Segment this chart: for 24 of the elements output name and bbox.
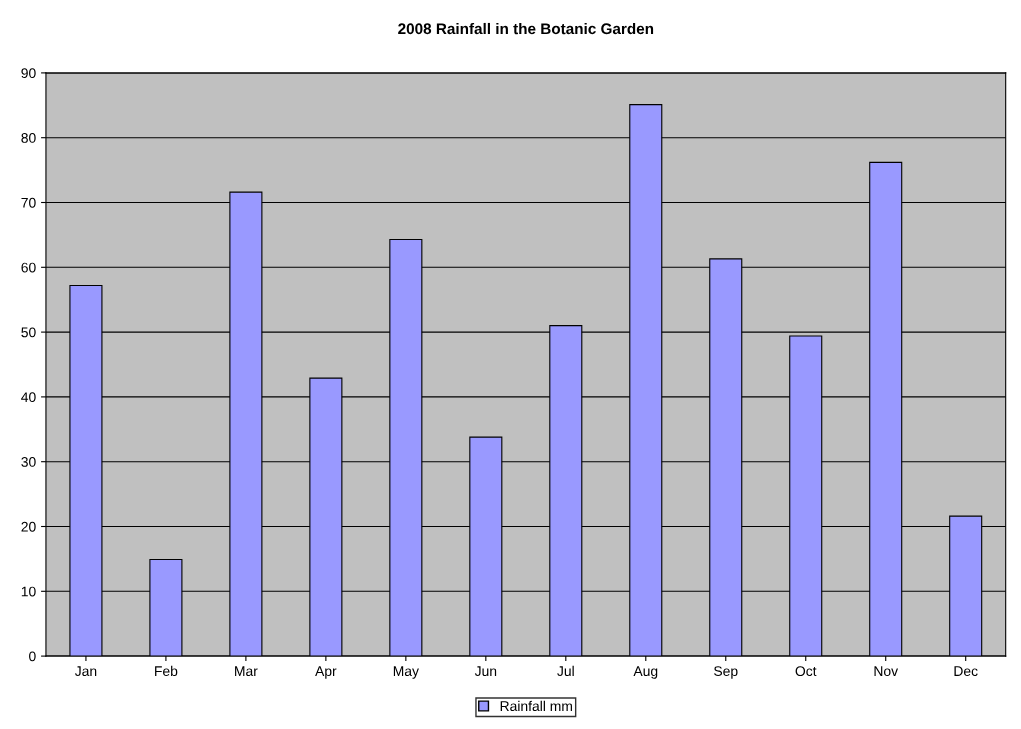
x-tick-label: Sep — [714, 666, 738, 679]
x-tick-label: Jun — [474, 666, 497, 677]
x-tick-label: Jul — [557, 665, 574, 677]
x-tick-label: Mar — [235, 666, 258, 677]
x-tick-label: Oct — [795, 666, 817, 677]
x-tick-label: Apr — [315, 666, 337, 679]
y-tick-label: 40 — [21, 392, 36, 403]
x-tick-label: Aug — [633, 666, 658, 679]
x-tick-label: Nov — [874, 666, 899, 677]
y-tick-label: 50 — [21, 327, 36, 338]
y-tick-label: 90 — [21, 68, 36, 79]
y-tick-label: 30 — [21, 457, 36, 467]
x-tick-label: May — [393, 666, 419, 679]
chart-title: 2008 Rainfall in the Botanic Garden — [398, 22, 654, 35]
y-tick-label: 70 — [21, 197, 36, 208]
y-tick-label: 60 — [21, 262, 36, 273]
x-tick-label: Feb — [155, 665, 178, 677]
y-tick-label: 20 — [21, 521, 36, 532]
x-tick-label: Jan — [74, 666, 97, 677]
y-tick-label: 80 — [21, 133, 36, 143]
y-tick-label: 10 — [21, 586, 36, 597]
x-tick-label: Dec — [954, 666, 978, 677]
legend-label: Rainfall mm — [500, 700, 572, 712]
y-tick-label: 0 — [29, 651, 36, 662]
